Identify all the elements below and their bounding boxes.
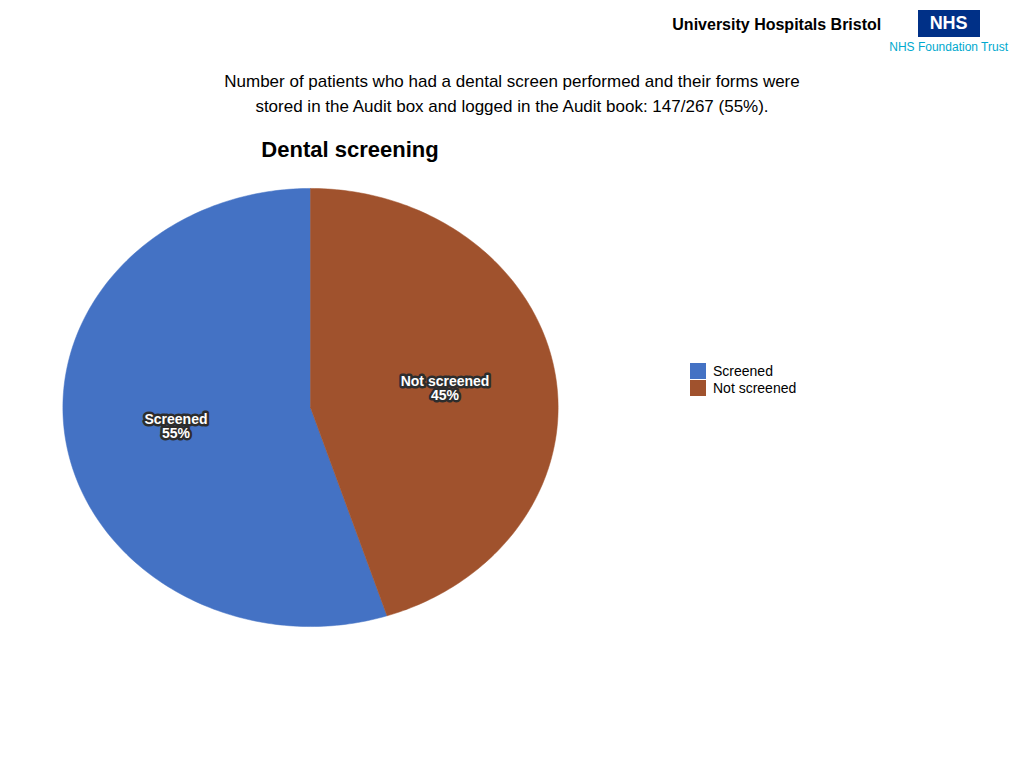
html-text:NHS Foundation Trust: NHS Foundation Trust (889, 40, 1008, 54)
svg-text:Not screened45%: Not screened45% (401, 373, 490, 403)
html-text:Not screened: Not screened (713, 379, 797, 396)
html-text:Number of patients who had a d: Number of patients who had a dental scre… (224, 72, 800, 91)
html-text:stored in the Audit box and lo: stored in the Audit box and logged in th… (255, 96, 769, 116)
html-text:NHS: NHS (929, 13, 968, 33)
svg-text:Screened55%: Screened55% (144, 411, 207, 441)
html-text:University Hospitals Bristol: University Hospitals Bristol (672, 16, 882, 33)
html-text:Dental screening: Dental screening (261, 137, 439, 163)
html-text:Screened: Screened (713, 362, 773, 379)
